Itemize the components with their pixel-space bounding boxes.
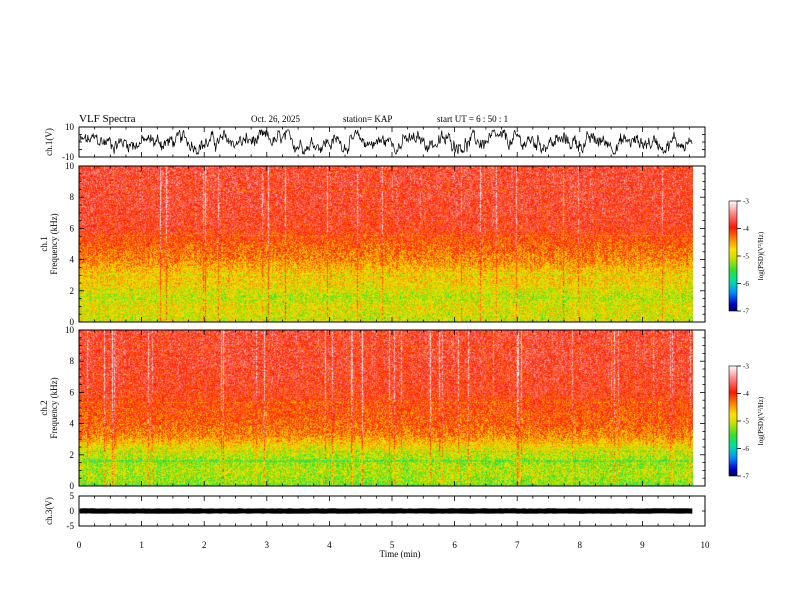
ch1-colorbar-gradient bbox=[728, 200, 738, 312]
frequency-tick-label: 8 bbox=[70, 356, 75, 366]
ch2-colorbar-ticks: -3 -4 -5 -6 -7 bbox=[737, 363, 749, 481]
time-tick-label: 6 bbox=[452, 540, 457, 550]
ch1-ytick-bottom: -10 bbox=[62, 152, 74, 162]
ch1-spectrogram-image-holder bbox=[79, 166, 693, 322]
start-time-label: start UT = 6 : 50 : 1 bbox=[437, 114, 508, 124]
ch1-spectrogram-ticks bbox=[78, 165, 706, 323]
ch3-ytick-middle: 0 bbox=[70, 506, 75, 516]
ch1-ytick-top: 10 bbox=[65, 122, 75, 132]
time-tick-label: 2 bbox=[202, 540, 207, 550]
ch2-spectrogram-canvas bbox=[79, 330, 693, 486]
colorbar-tick-label: -7 bbox=[743, 473, 749, 481]
ch3-ytick-bottom: -5 bbox=[67, 521, 75, 531]
ch1-colorbar-label: log(PSD)(V²/Hz) bbox=[757, 231, 765, 280]
ch1-spectrogram-ytick-labels: 0 2 4 6 8 10 bbox=[65, 161, 75, 327]
time-axis-tick-labels: 0 1 2 3 4 5 6 7 8 9 10 bbox=[77, 540, 710, 550]
colorbar-tick-label: -5 bbox=[743, 418, 749, 426]
ch3-waveform-ylabel: ch.3(V) bbox=[44, 497, 54, 525]
ch3-waveform-panel: 5 0 -5 ch.3(V) bbox=[44, 491, 706, 531]
colorbar-tick-label: -4 bbox=[743, 390, 749, 398]
ch2-colorbar-gradient bbox=[728, 365, 738, 477]
ch1-spectrogram-ylabel-line2: Frequency (kHz) bbox=[49, 213, 59, 274]
station-label: station= KAP bbox=[343, 114, 392, 124]
frequency-tick-label: 2 bbox=[70, 286, 75, 296]
frequency-tick-label: 0 bbox=[70, 481, 75, 491]
ch3-ytick-top: 5 bbox=[70, 491, 75, 501]
frequency-tick-label: 6 bbox=[70, 223, 75, 233]
frequency-tick-label: 6 bbox=[70, 387, 75, 397]
colorbar-tick-label: -6 bbox=[743, 280, 749, 288]
ch2-spectrogram-panel: 0 2 4 6 8 10 ch.2 Frequency (kHz) bbox=[39, 325, 706, 491]
frequency-tick-label: 4 bbox=[70, 255, 75, 265]
time-tick-label: 0 bbox=[77, 540, 82, 550]
ch2-colorbar-label: log(PSD)(V²/Hz) bbox=[757, 396, 765, 445]
figure-title: VLF Spectra bbox=[79, 113, 136, 125]
colorbar-tick-label: -6 bbox=[743, 445, 749, 453]
frequency-tick-label: 2 bbox=[70, 450, 75, 460]
time-axis-label: Time (min) bbox=[380, 549, 421, 559]
colorbar-tick-label: -7 bbox=[743, 308, 749, 316]
ch1-waveform-panel: 10 -10 ch.1(V) bbox=[44, 122, 706, 162]
frequency-tick-label: 0 bbox=[70, 317, 75, 327]
frequency-tick-label: 4 bbox=[70, 419, 75, 429]
frequency-tick-label: 8 bbox=[70, 192, 75, 202]
ch2-spectrogram-image-holder bbox=[79, 330, 693, 486]
ch2-colorbar: -3 -4 -5 -6 -7 log(PSD)(V²/Hz) bbox=[728, 363, 765, 481]
ch1-colorbar-ticks: -3 -4 -5 -6 -7 bbox=[737, 198, 749, 316]
colorbar-tick-label: -3 bbox=[743, 363, 749, 371]
ch1-spectrogram-canvas bbox=[79, 166, 693, 322]
ch2-spectrogram-ylabel-line2: Frequency (kHz) bbox=[49, 377, 59, 438]
colorbar-tick-label: -5 bbox=[743, 253, 749, 261]
ch2-spectrogram-ylabel-line1: ch.2 bbox=[39, 400, 49, 415]
ch3-waveform-line bbox=[79, 508, 693, 514]
time-tick-label: 5 bbox=[390, 540, 395, 550]
time-tick-label: 3 bbox=[265, 540, 270, 550]
frequency-tick-label: 10 bbox=[65, 325, 75, 335]
ch1-waveform-ylabel: ch.1(V) bbox=[44, 128, 54, 156]
time-tick-label: 9 bbox=[640, 540, 645, 550]
time-tick-label: 10 bbox=[701, 540, 711, 550]
frequency-tick-label: 10 bbox=[65, 161, 75, 171]
ch3-waveform-ticks bbox=[78, 495, 706, 527]
ch1-spectrogram-panel: 0 2 4 6 8 10 ch.1 Frequency (kHz) bbox=[39, 161, 706, 327]
time-tick-label: 7 bbox=[515, 540, 520, 550]
colorbar-tick-label: -4 bbox=[743, 225, 749, 233]
ch1-waveform-ticks bbox=[78, 126, 706, 158]
colorbar-tick-label: -3 bbox=[743, 198, 749, 206]
ch1-waveform-line bbox=[79, 128, 693, 155]
ch1-colorbar: -3 -4 -5 -6 -7 log(PSD)(V²/Hz) bbox=[728, 198, 765, 316]
ch2-spectrogram-ticks bbox=[78, 329, 706, 487]
time-tick-label: 8 bbox=[578, 540, 583, 550]
ch2-spectrogram-ytick-labels: 0 2 4 6 8 10 bbox=[65, 325, 75, 491]
time-tick-label: 4 bbox=[327, 540, 332, 550]
date-label: Oct. 26, 2025 bbox=[251, 114, 300, 124]
ch1-spectrogram-ylabel-line1: ch.1 bbox=[39, 236, 49, 251]
time-tick-label: 1 bbox=[139, 540, 144, 550]
